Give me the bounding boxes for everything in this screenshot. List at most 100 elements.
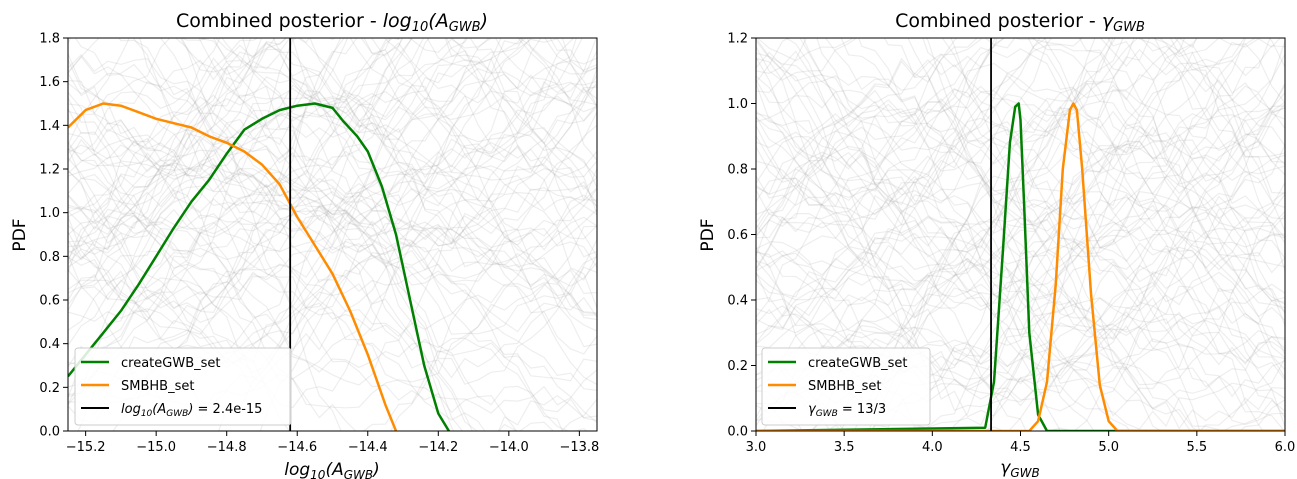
- background-curve: [756, 211, 1285, 333]
- background-curve: [756, 225, 1095, 431]
- background-curve: [756, 75, 1285, 384]
- y-tick-label: 0.4: [39, 337, 60, 352]
- background-curve: [68, 38, 401, 247]
- background-curve: [68, 38, 597, 207]
- x-tick-label: 4.5: [1010, 440, 1031, 455]
- x-axis-title: γGWB: [1000, 458, 1039, 479]
- background-curve: [756, 38, 1285, 232]
- background-curve: [68, 38, 597, 369]
- background-curve: [756, 207, 1285, 375]
- background-curve: [756, 208, 1285, 422]
- background-curve: [68, 81, 597, 366]
- background-curve: [853, 193, 1285, 431]
- background-curve: [68, 228, 597, 431]
- background-curve: [68, 129, 597, 250]
- background-curve: [756, 38, 1281, 381]
- background-curve: [297, 38, 597, 212]
- background-curve: [68, 128, 597, 239]
- background-curve: [756, 38, 1285, 195]
- background-curve: [799, 38, 1265, 431]
- background-curve: [198, 38, 597, 128]
- background-curve: [68, 38, 345, 213]
- background-curve: [68, 38, 502, 398]
- legend-box: [74, 347, 292, 426]
- chart-title-text: Combined posterior - log10(AGWB): [176, 10, 488, 35]
- y-tick-label: 0.0: [727, 425, 748, 440]
- x-tick-label: −15.0: [136, 440, 176, 455]
- background-curve: [68, 59, 597, 374]
- background-curve: [68, 76, 597, 335]
- background-curve: [785, 38, 1285, 206]
- background-curve: [756, 38, 1285, 109]
- legend-box: [761, 347, 931, 426]
- legend-label-createGWB: createGWB_set: [808, 356, 907, 371]
- background-curve: [68, 52, 597, 260]
- background-curve: [68, 38, 425, 262]
- x-tick-label: −14.4: [348, 440, 388, 455]
- background-curve: [139, 38, 597, 386]
- legend-label-vline: γGWB = 13/3: [808, 402, 886, 419]
- series-line-SMBHB_set: [756, 102, 1285, 431]
- background-curve: [756, 38, 1285, 212]
- background-curve: [68, 38, 597, 179]
- plot-frame: [67, 37, 598, 432]
- background-curve: [68, 38, 597, 379]
- background-curve: [756, 187, 1285, 430]
- x-axis-title: log10(AGWB): [284, 460, 380, 479]
- background-posterior-curves: [756, 38, 1285, 431]
- background-curve: [756, 140, 1285, 336]
- background-curve: [756, 38, 1186, 234]
- background-curve: [756, 38, 998, 301]
- background-curve: [756, 38, 1285, 278]
- background-curve: [756, 131, 1285, 427]
- background-curve: [68, 108, 597, 355]
- y-tick-label: 1.8: [39, 32, 60, 47]
- background-curve: [68, 38, 490, 225]
- background-curve: [242, 38, 597, 166]
- background-curve: [756, 117, 1285, 352]
- background-curve: [68, 143, 597, 382]
- x-tick-label: −14.6: [277, 440, 317, 455]
- background-curve: [756, 38, 1201, 431]
- background-curve: [756, 38, 958, 269]
- y-tick-label: 0.6: [727, 228, 748, 243]
- background-curve: [756, 38, 1198, 376]
- background-curve: [756, 140, 1285, 391]
- y-tick-label: 0.0: [39, 425, 60, 440]
- background-curve: [756, 38, 1048, 229]
- background-curve: [756, 250, 1221, 431]
- background-curve: [756, 38, 1135, 307]
- background-curve: [756, 140, 1285, 379]
- background-curve: [756, 38, 1285, 313]
- background-curve: [756, 38, 1116, 269]
- background-curve: [871, 85, 1285, 431]
- background-curve: [68, 48, 597, 266]
- background-curve: [132, 38, 597, 258]
- background-curve: [349, 38, 597, 237]
- x-tick-label: −14.0: [489, 440, 529, 455]
- background-curve: [68, 112, 597, 385]
- background-curve: [756, 93, 1285, 233]
- y-axis-title: PDF: [10, 218, 30, 251]
- background-curve: [68, 38, 404, 273]
- background-curve: [68, 92, 474, 431]
- background-curve: [756, 38, 1285, 339]
- legend-label-SMBHB: SMBHB_set: [121, 379, 194, 394]
- background-curve: [68, 209, 597, 310]
- background-curve: [756, 38, 1257, 318]
- background-curve: [756, 38, 1285, 249]
- x-tick-label: −14.2: [418, 440, 458, 455]
- series-line-createGWB_set: [756, 102, 1285, 431]
- series-layer: [756, 102, 1285, 431]
- background-curve: [77, 38, 597, 431]
- background-curve: [68, 38, 524, 230]
- background-curve: [756, 75, 1285, 309]
- background-curve: [259, 249, 597, 431]
- background-curve: [68, 84, 597, 303]
- x-tick-label: 3.5: [834, 440, 855, 455]
- background-curve: [68, 38, 597, 261]
- background-curve: [68, 38, 522, 311]
- background-curve: [867, 83, 1285, 431]
- legend-label-vline: log10(AGWB) = 2.4e-15: [121, 402, 262, 419]
